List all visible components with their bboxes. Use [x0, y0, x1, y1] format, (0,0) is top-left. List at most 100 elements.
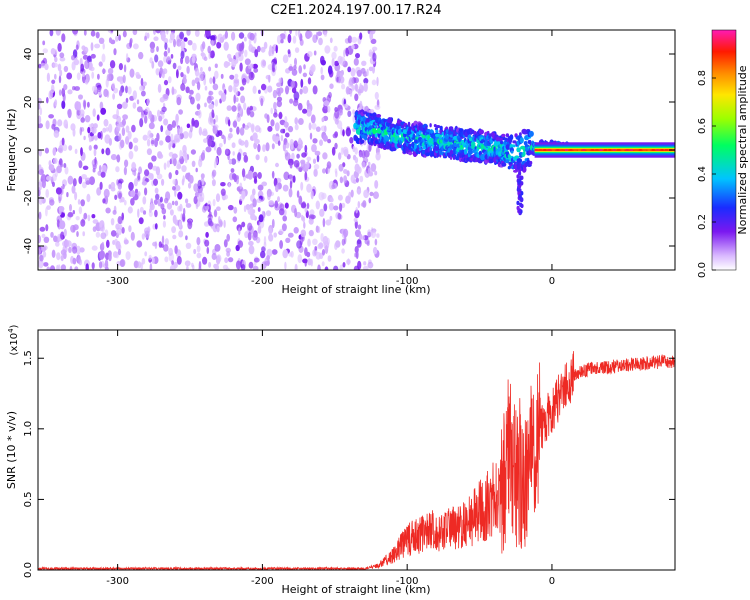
- noise-blob: [82, 181, 87, 189]
- noise-blob: [217, 33, 224, 43]
- noise-blob: [228, 182, 231, 188]
- steady-tone-segment: [660, 149, 664, 151]
- noise-blob: [108, 184, 112, 190]
- noise-blob: [314, 246, 318, 251]
- noise-blob: [320, 125, 327, 132]
- noise-blob: [57, 119, 63, 127]
- noise-blob: [191, 55, 196, 64]
- noise-blob: [367, 261, 374, 269]
- noise-blob: [196, 81, 201, 91]
- noise-blob: [331, 58, 335, 67]
- noise-blob: [208, 261, 212, 268]
- noise-blob: [296, 190, 300, 198]
- noise-blob: [61, 87, 66, 98]
- noise-blob: [248, 63, 252, 70]
- noise-blob: [92, 219, 99, 224]
- noise-blob: [269, 44, 272, 54]
- noise-blob: [206, 246, 210, 255]
- noise-blob: [132, 102, 137, 109]
- noise-blob: [213, 118, 216, 125]
- noise-blob: [99, 101, 104, 110]
- noise-blob: [125, 85, 128, 94]
- noise-blob: [370, 38, 377, 44]
- noise-blob: [51, 249, 56, 258]
- noise-blob: [306, 30, 313, 38]
- noise-blob: [370, 163, 377, 172]
- noise-blob: [258, 214, 264, 223]
- noise-blob: [68, 145, 73, 151]
- noise-blob: [174, 134, 178, 140]
- noise-blob: [70, 123, 76, 131]
- noise-blob: [327, 255, 332, 262]
- noise-blob: [224, 30, 228, 39]
- signal-blob: [435, 133, 440, 137]
- noise-blob: [233, 78, 240, 84]
- noise-blob: [177, 191, 183, 200]
- snr-multiplier-base: (x10: [9, 333, 20, 356]
- noise-blob: [112, 251, 118, 258]
- noise-blob: [198, 158, 203, 168]
- noise-blob: [133, 145, 139, 152]
- noise-blob: [289, 180, 293, 189]
- noise-blob: [155, 30, 162, 34]
- noise-blob: [146, 98, 150, 106]
- noise-blob: [63, 84, 68, 91]
- noise-blob: [368, 197, 372, 204]
- noise-blob: [66, 192, 69, 198]
- noise-blob: [117, 183, 123, 190]
- noise-blob: [91, 126, 97, 134]
- noise-blob: [333, 205, 339, 211]
- signal-blob: [429, 146, 432, 152]
- noise-blob: [200, 67, 203, 72]
- noise-blob: [93, 123, 98, 129]
- noise-blob: [272, 67, 276, 73]
- noise-blob: [342, 129, 345, 137]
- noise-blob: [372, 52, 377, 62]
- signal-blob: [376, 114, 382, 118]
- noise-blob: [79, 126, 83, 136]
- noise-blob: [118, 89, 123, 97]
- noise-blob: [247, 222, 253, 231]
- noise-blob: [326, 161, 332, 169]
- noise-blob: [317, 31, 323, 37]
- noise-blob: [144, 187, 148, 196]
- noise-blob: [341, 83, 346, 90]
- noise-blob: [103, 188, 110, 198]
- noise-blob: [192, 264, 195, 270]
- noise-blob: [199, 187, 203, 197]
- noise-blob: [193, 183, 199, 193]
- snr-x-tick-label: -100: [396, 576, 419, 587]
- noise-blob: [163, 55, 167, 63]
- noise-blob: [338, 76, 341, 84]
- noise-blob: [341, 238, 346, 246]
- noise-blob: [58, 75, 62, 84]
- noise-blob: [255, 154, 260, 161]
- noise-blob: [303, 64, 306, 70]
- snr-multiplier-exponent: 4: [7, 328, 15, 333]
- noise-blob: [169, 38, 173, 44]
- noise-blob: [280, 39, 284, 44]
- noise-blob: [317, 243, 324, 250]
- signal-blob: [400, 137, 404, 142]
- noise-blob: [72, 257, 77, 265]
- noise-blob: [49, 30, 54, 37]
- noise-blob: [191, 160, 196, 167]
- noise-blob: [154, 137, 158, 148]
- noise-blob: [252, 198, 257, 208]
- noise-blob: [296, 240, 302, 249]
- noise-blob: [347, 110, 352, 118]
- noise-blob: [147, 162, 153, 170]
- noise-blob: [353, 265, 359, 270]
- noise-blob: [186, 30, 191, 36]
- noise-blob: [239, 42, 244, 52]
- noise-blob: [186, 65, 190, 74]
- noise-blob: [282, 128, 286, 134]
- noise-blob: [38, 195, 44, 205]
- steady-tone-segment: [651, 149, 655, 151]
- noise-blob: [58, 89, 62, 96]
- noise-blob: [266, 248, 273, 257]
- noise-blob: [178, 109, 184, 115]
- noise-blob: [356, 69, 362, 77]
- noise-blob: [43, 236, 50, 243]
- noise-blob: [144, 35, 147, 41]
